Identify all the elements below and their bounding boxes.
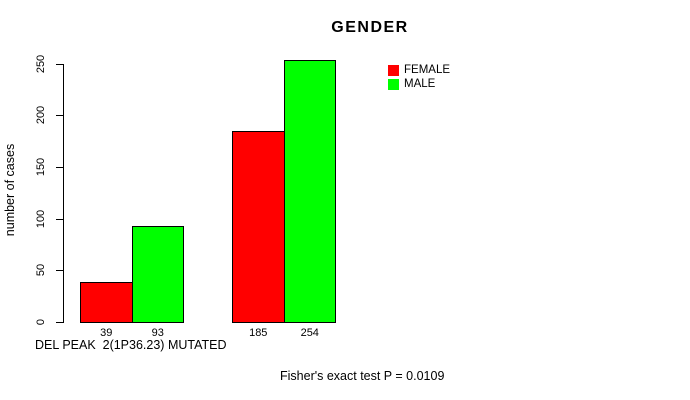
y-axis-tick-label: 100 — [35, 209, 47, 229]
y-axis-tick-label: 250 — [35, 54, 47, 74]
legend: FEMALE MALE — [388, 63, 450, 91]
y-axis-tick — [56, 167, 63, 168]
y-axis-tick — [56, 115, 63, 116]
legend-label-male: MALE — [404, 78, 436, 90]
female-color-swatch-icon — [388, 64, 399, 76]
chart-title: GENDER — [331, 19, 409, 36]
y-axis-title: number of cases — [3, 143, 17, 237]
bar-female-group2 — [232, 130, 285, 323]
bar-value-label: 185 — [249, 327, 268, 339]
y-axis-line — [63, 63, 64, 323]
bar-value-label: 39 — [100, 327, 113, 339]
y-axis-tick — [56, 64, 63, 65]
y-axis-tick — [56, 270, 63, 271]
y-axis-tick-label: 0 — [35, 318, 47, 326]
legend-item-female: FEMALE — [388, 63, 450, 77]
stat-test-annotation: Fisher's exact test P = 0.0109 — [280, 369, 445, 383]
y-axis-tick-label: 150 — [35, 157, 47, 177]
legend-label-female: FEMALE — [404, 64, 451, 76]
bar-value-label: 93 — [151, 327, 164, 339]
bar-male-group1 — [131, 225, 184, 323]
bar-value-label: 254 — [300, 327, 319, 339]
y-axis-tick — [56, 219, 63, 220]
bar-female-group1 — [80, 281, 133, 323]
legend-item-male: MALE — [388, 77, 450, 91]
x-axis-label: DEL PEAK 2(1P36.23) MUTATED — [35, 338, 227, 352]
bar-male-group2 — [283, 59, 336, 323]
y-axis-tick — [56, 322, 63, 323]
male-color-swatch-icon — [388, 78, 399, 90]
y-axis-tick-label: 50 — [35, 263, 47, 277]
y-axis-tick-label: 200 — [35, 105, 47, 125]
